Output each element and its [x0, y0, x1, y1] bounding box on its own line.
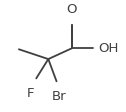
Text: OH: OH — [98, 42, 119, 55]
Text: F: F — [27, 86, 34, 100]
Text: O: O — [67, 3, 77, 16]
Text: Br: Br — [52, 90, 66, 103]
